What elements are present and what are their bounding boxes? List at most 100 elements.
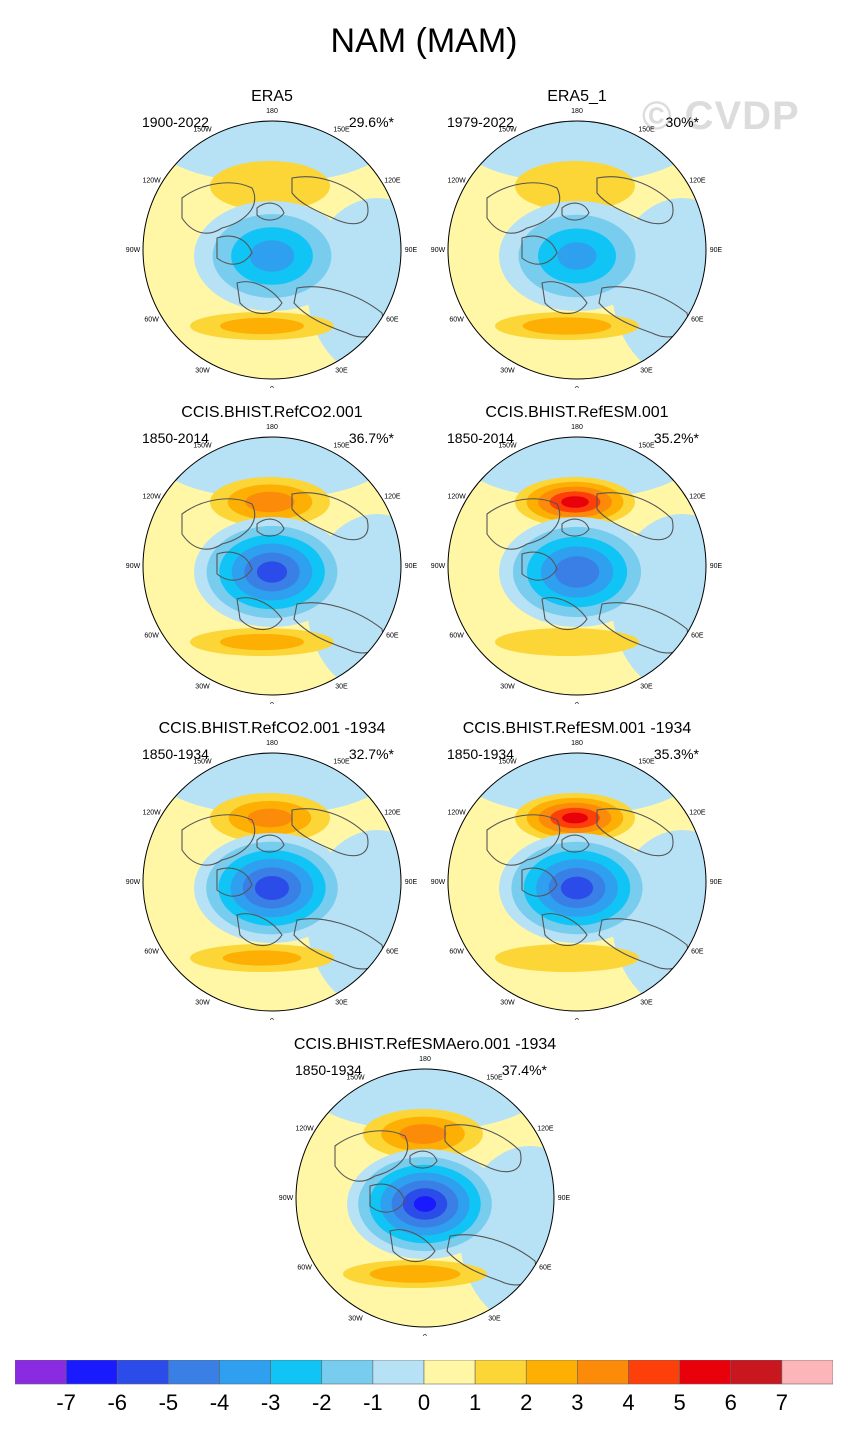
panel-years: 1850-2014 xyxy=(447,430,514,446)
longitude-label: 120E xyxy=(384,810,401,817)
atlantic-positive-contour xyxy=(369,1265,461,1283)
coastline xyxy=(256,834,285,853)
colorbar-swatch xyxy=(219,1360,271,1385)
longitude-label: 120E xyxy=(689,494,706,501)
longitude-label: 180 xyxy=(266,424,278,431)
coastline xyxy=(596,808,674,857)
polar-negative-contour xyxy=(254,875,290,901)
colorbar-label: 3 xyxy=(571,1390,583,1415)
longitude-label: 120E xyxy=(537,1126,554,1133)
coastlines xyxy=(181,176,384,338)
longitude-label: 30E xyxy=(640,367,653,374)
pacific-positive-contour xyxy=(245,491,295,513)
panel-percent-variance: 36.7%* xyxy=(348,430,394,446)
colorbar-label: 4 xyxy=(622,1390,634,1415)
longitude-label: 90E xyxy=(405,879,418,886)
longitude-label: 180 xyxy=(571,740,583,747)
coastline xyxy=(256,202,285,221)
pacific-positive-contour xyxy=(399,1124,447,1144)
longitude-label: 120W xyxy=(295,1126,314,1133)
panel-years: 1850-1934 xyxy=(447,746,514,762)
map-boundary xyxy=(142,120,402,380)
panel-percent-variance: 35.3%* xyxy=(653,746,699,762)
longitude-label: 60E xyxy=(539,1265,552,1272)
pacific-negative-band xyxy=(152,121,392,183)
coastline xyxy=(236,597,283,631)
longitude-label: 120W xyxy=(447,494,466,501)
colorbar-swatch xyxy=(116,1360,169,1385)
coastline xyxy=(369,1183,406,1213)
map-panel-refesm-001: CCIS.BHIST.RefESM.001 1850-2014 35.2%* 1… xyxy=(427,404,727,704)
panel-years: 1850-1934 xyxy=(295,1062,362,1078)
polar-negative-contour xyxy=(560,876,594,900)
colorbar-label: -6 xyxy=(107,1390,127,1415)
atlantic-positive-contour xyxy=(220,633,304,651)
longitude-label: 0 xyxy=(423,1334,427,1336)
longitude-label: 90W xyxy=(126,879,141,886)
colorbar-swatch xyxy=(168,1360,220,1385)
coastline xyxy=(444,1124,522,1173)
longitude-label: 150W xyxy=(193,759,212,766)
longitude-label: 150E xyxy=(638,443,655,450)
atlantic-positive-contour xyxy=(495,944,639,972)
longitude-label: 90W xyxy=(126,247,141,254)
colorbar-swatch xyxy=(781,1360,833,1385)
colorbar-label: 7 xyxy=(776,1390,788,1415)
panel-title: ERA5_1 xyxy=(547,88,607,105)
pacific-positive-contour xyxy=(210,161,330,211)
coastline xyxy=(256,518,285,537)
longitude-label: 30E xyxy=(335,683,348,690)
pacific-negative-band xyxy=(457,753,697,815)
anomaly-field xyxy=(143,121,401,379)
colorbar-label: -3 xyxy=(261,1390,281,1415)
coastline xyxy=(389,1229,436,1263)
polar-map: 180 150E 120E 90E 60E 30E 0 30W 60W 90W 120W 150W xyxy=(126,740,418,1020)
coastline xyxy=(291,492,369,541)
anomaly-field xyxy=(296,1069,554,1327)
longitude-label: 30W xyxy=(348,1315,363,1322)
longitude-label: 60W xyxy=(449,317,464,324)
map-panel-refesm-001-1934: CCIS.BHIST.RefESM.001 -1934 1850-1934 35… xyxy=(427,720,727,1020)
longitude-label: 180 xyxy=(571,424,583,431)
coastline xyxy=(181,498,256,550)
coastline xyxy=(521,235,558,265)
coastline xyxy=(561,834,590,853)
coastline xyxy=(541,597,588,631)
pacific-positive-contour xyxy=(561,496,589,508)
colorbar-label: 6 xyxy=(725,1390,737,1415)
coastline xyxy=(236,281,283,315)
longitude-label: 60W xyxy=(144,317,159,324)
coastline xyxy=(561,518,590,537)
longitude-label: 180 xyxy=(266,108,278,115)
map-panel-era5: ERA5 1900-2022 29.6%* 180 150E 120E 90E 60E 3… xyxy=(122,88,422,388)
longitude-label: 180 xyxy=(571,108,583,115)
map-panel-era5-1: ERA5_1 1979-2022 30%* 180 150E 120E 90E 60E 3… xyxy=(427,88,727,388)
longitude-label: 30W xyxy=(500,999,515,1006)
atlantic-positive-contour xyxy=(220,317,304,335)
colorbar-swatch xyxy=(628,1360,680,1385)
atlantic-positive-contour xyxy=(522,317,612,335)
longitude-label: 60E xyxy=(691,317,704,324)
longitude-label: 0 xyxy=(270,702,274,704)
longitude-label: 90W xyxy=(279,1195,294,1202)
longitude-label: 150E xyxy=(486,1075,503,1082)
anomaly-field xyxy=(143,753,401,1011)
polar-negative-contour xyxy=(256,561,288,583)
coastlines xyxy=(486,176,689,338)
colorbar-label: 1 xyxy=(469,1390,481,1415)
longitude-label: 150E xyxy=(638,127,655,134)
anomaly-field xyxy=(448,437,706,695)
panel-years: 1850-2014 xyxy=(142,430,209,446)
longitude-label: 90W xyxy=(431,247,446,254)
coastline xyxy=(216,867,253,897)
longitude-label: 30E xyxy=(335,999,348,1006)
longitude-label: 150E xyxy=(638,759,655,766)
panel-title: CCIS.BHIST.RefESMAero.001 -1934 xyxy=(293,1036,557,1053)
panel-percent-variance: 30%* xyxy=(665,114,699,130)
colorbar-swatch xyxy=(270,1360,323,1385)
panel-title: CCIS.BHIST.RefESM.001 xyxy=(485,404,669,421)
longitude-label: 0 xyxy=(270,386,274,388)
colorbar-swatch xyxy=(679,1360,732,1385)
pacific-negative-band xyxy=(457,437,697,499)
coastline xyxy=(486,498,561,550)
